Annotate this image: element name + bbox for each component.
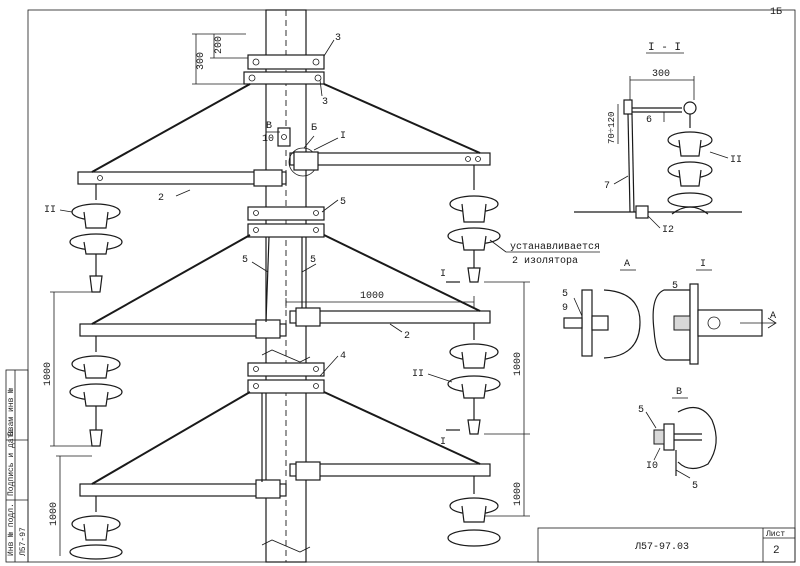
- callout-I-detail: I: [340, 131, 346, 142]
- mid-clamp-1: [247, 206, 325, 221]
- callout-2-upper: 2: [158, 193, 164, 204]
- dim-1000-horizontal: 1000: [360, 291, 384, 302]
- margin-stamp: Инв № подл. Подпись и дата Взам инв № Л5…: [5, 369, 29, 563]
- callout-II-mid: II: [412, 369, 424, 380]
- section-callout-12: I2: [662, 225, 674, 236]
- section-callout-6: 6: [646, 115, 652, 126]
- traverse-middle-left: [79, 323, 287, 337]
- callout-B: В: [266, 121, 272, 132]
- callout-5-clamp: 5: [340, 197, 346, 208]
- callout-5-right: 5: [310, 255, 316, 266]
- insulator-string-right-2: [447, 323, 501, 435]
- view-a-callout-9: 9: [562, 303, 568, 314]
- section-mark-bottom: I: [440, 437, 446, 448]
- dim-300-top: 300: [196, 52, 207, 70]
- mid-clamp-2: [247, 223, 325, 238]
- margin-label-replace: Взам инв №: [7, 388, 16, 436]
- view-b-title: I: [700, 259, 706, 270]
- traverse-lower-right: [289, 463, 491, 477]
- callout-4: 4: [340, 351, 346, 362]
- margin-code: Л57-97: [19, 527, 28, 557]
- insulator-string-left-2: [69, 336, 123, 447]
- view-a-title: А: [624, 259, 630, 270]
- title-block: Л57-97.03 Лист 2: [537, 527, 796, 563]
- dim-1000-right-lower: 1000: [513, 482, 524, 506]
- section-dim-300: 300: [652, 69, 670, 80]
- callout-10: 10: [262, 134, 274, 145]
- callout-II-left: II: [44, 205, 56, 216]
- section-mark-top: I: [440, 269, 446, 280]
- insulator-string-left-1: [69, 184, 123, 293]
- insulator-string-right-3: [447, 476, 501, 547]
- section-dim-70-120: 70÷120: [607, 112, 617, 144]
- section-title: I - I: [648, 42, 681, 54]
- insulator-string-left-3: [69, 496, 123, 560]
- callout-5-left: 5: [242, 255, 248, 266]
- view-a: А 5 9: [562, 259, 641, 359]
- low-clamp-1: [247, 362, 325, 377]
- callout-Б: Б: [311, 123, 317, 134]
- view-a-callout-5: 5: [562, 289, 568, 300]
- document-code: Л57-97.03: [634, 542, 689, 553]
- traverse-upper-right: [289, 152, 491, 166]
- section-view: I - I 300 70÷120 II I2 6 7: [574, 42, 742, 236]
- section-callout-II: II: [730, 155, 742, 166]
- traverse-middle-right: [289, 310, 491, 324]
- view-v-callout-5-bottom: 5: [692, 481, 698, 492]
- traverse-lower-left: [79, 483, 287, 497]
- callout-2-middle: 2: [404, 331, 410, 342]
- low-clamp-2: [247, 379, 325, 394]
- view-b-arrow-A: А: [770, 311, 776, 322]
- note-line-1: устанавливается: [510, 242, 600, 253]
- margin-label-inv: Инв № подл.: [7, 503, 16, 556]
- sheet-number: 2: [773, 545, 780, 557]
- top-clamp-1: [247, 54, 325, 70]
- dim-1000-left-upper: 1000: [43, 362, 54, 386]
- page-corner-number: 1Б: [770, 7, 782, 18]
- margin-label-sign: Подпись и дата: [7, 429, 16, 496]
- callout-3-second: 3: [322, 97, 328, 108]
- insulator-string-right-1: [447, 165, 501, 283]
- view-v: В 5 I0 5: [638, 387, 717, 492]
- dim-1000-right: 1000: [513, 352, 524, 376]
- view-b: I 5 А: [652, 259, 777, 365]
- dim-200-top: 200: [214, 36, 225, 54]
- view-b-callout-5: 5: [672, 281, 678, 292]
- callout-3-top: 3: [335, 33, 341, 44]
- sheet-frame: [27, 9, 796, 563]
- view-v-title: В: [676, 387, 682, 398]
- sheet-label: Лист: [765, 530, 785, 539]
- section-callout-7: 7: [604, 181, 610, 192]
- note-line-2: 2 изолятора: [512, 256, 578, 267]
- dim-1000-left-lower: 1000: [49, 502, 60, 526]
- top-clamp-2: [243, 71, 325, 85]
- main-view: 300 200 1000 1000 1000 1000 1000 I I 3 3: [43, 9, 600, 563]
- view-v-callout-10: I0: [646, 461, 658, 472]
- view-v-callout-5-top: 5: [638, 405, 644, 416]
- traverse-upper-left: [77, 171, 287, 185]
